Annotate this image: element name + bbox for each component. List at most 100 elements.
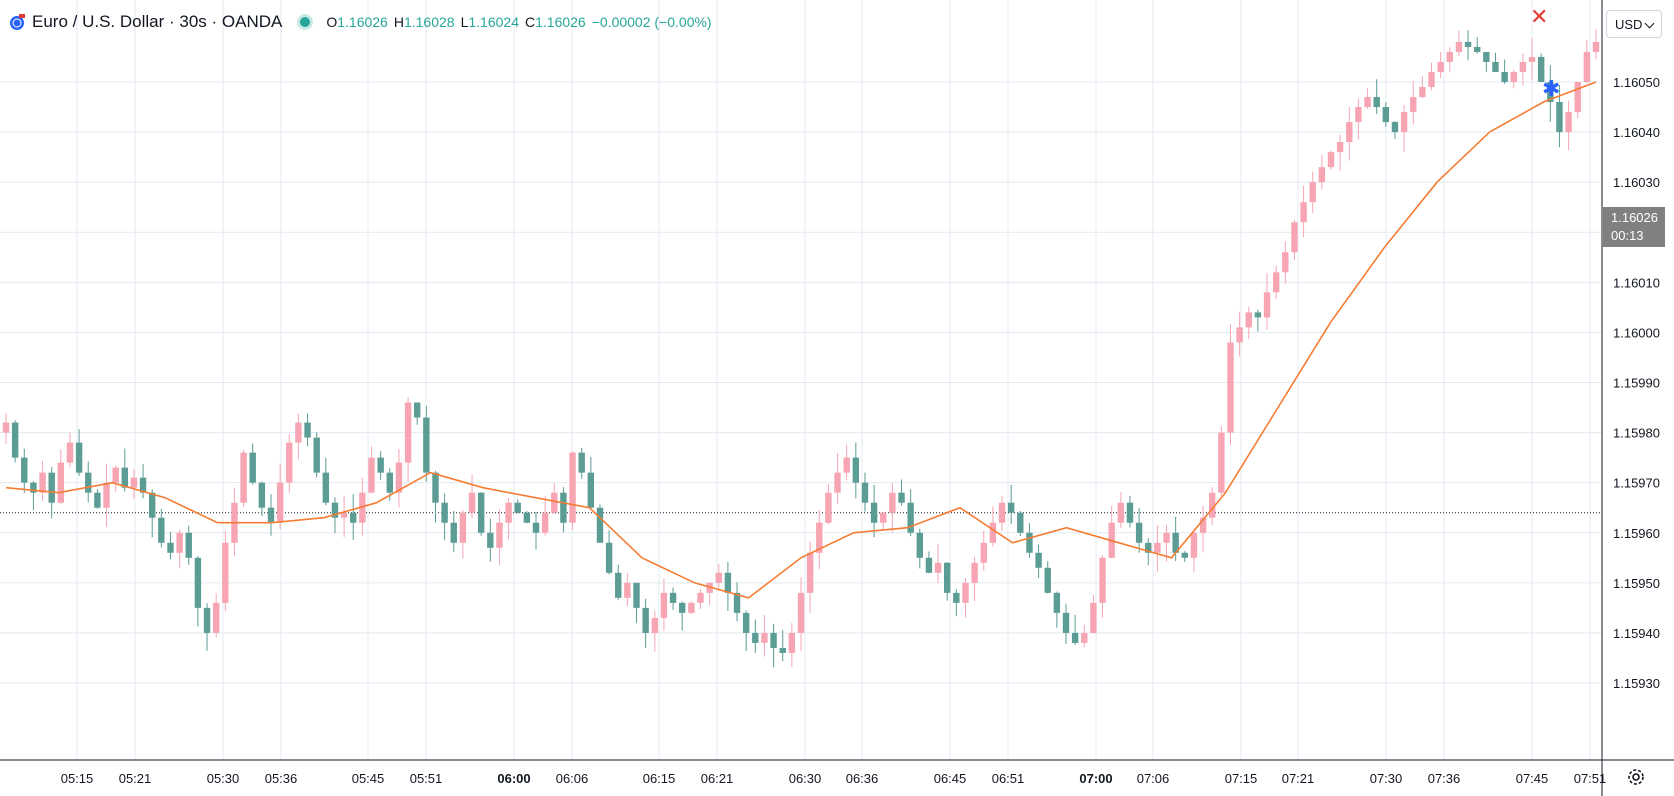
candle-body <box>240 452 247 503</box>
candle-body <box>523 512 531 523</box>
candle-body <box>578 452 585 473</box>
candle-body <box>1181 552 1188 558</box>
candle-body <box>724 572 732 593</box>
low-label: L <box>460 14 469 30</box>
candle-body <box>377 457 384 473</box>
candle-body <box>139 477 147 493</box>
y-tick-label: 1.16040 <box>1613 125 1660 140</box>
candle-body <box>752 632 759 643</box>
y-tick-label: 1.15980 <box>1613 426 1660 441</box>
candle-body <box>1428 71 1435 88</box>
candle-body <box>1446 51 1453 62</box>
x-tick-label: 07:15 <box>1225 771 1258 786</box>
candle-body <box>2 422 10 433</box>
y-tick-label: 1.15990 <box>1613 376 1660 391</box>
candle-body <box>359 492 366 523</box>
candle-body <box>916 532 923 558</box>
candle-body <box>880 512 887 523</box>
candle-body <box>423 417 430 473</box>
candle-body <box>806 552 814 593</box>
symbol-title[interactable]: Euro / U.S. Dollar · 30s · OANDA <box>32 12 283 31</box>
candle-body <box>1154 542 1161 553</box>
candle-body <box>66 442 74 463</box>
y-tick-label: 1.16050 <box>1613 75 1660 90</box>
candle-body <box>688 602 695 613</box>
y-tick-label: 1.16000 <box>1613 325 1660 340</box>
gear-icon[interactable] <box>1625 766 1647 788</box>
candle-body <box>75 442 83 473</box>
x-tick-label: 06:21 <box>701 771 734 786</box>
currency-label: USD <box>1615 16 1643 32</box>
candle-body <box>1272 272 1280 293</box>
candle-body <box>1355 107 1362 123</box>
symbol-header: Euro / U.S. Dollar · 30s · OANDA O 1.1602… <box>8 8 712 36</box>
candle-body <box>1464 41 1472 47</box>
candle-body <box>925 557 933 573</box>
candle-body <box>596 507 604 543</box>
candle-body <box>953 592 960 603</box>
candle-body <box>249 452 256 483</box>
candle-body <box>404 402 412 463</box>
candle-body <box>1528 56 1536 62</box>
candle-body <box>340 512 348 518</box>
candle-body <box>825 492 832 523</box>
candle-body <box>633 582 640 608</box>
candle-body <box>322 472 330 503</box>
candle-body <box>1537 56 1545 82</box>
candle-body <box>843 457 850 473</box>
candle-body <box>441 502 448 523</box>
candle-body <box>11 422 19 458</box>
candle-body <box>1017 512 1024 533</box>
currency-button[interactable]: USD <box>1606 10 1662 38</box>
chevron-down-icon <box>1644 18 1655 29</box>
candle-body <box>1583 51 1591 82</box>
open-value: 1.16026 <box>337 14 388 30</box>
candle-body <box>834 472 841 493</box>
candle-body <box>94 492 101 508</box>
candle-body <box>1556 102 1563 133</box>
candle-body <box>624 582 631 598</box>
candle-body <box>212 602 220 633</box>
candle-body <box>331 502 339 518</box>
candle-body <box>679 602 686 613</box>
candle-body <box>1437 61 1444 72</box>
candle-body <box>1400 112 1408 133</box>
candle-body <box>560 492 567 523</box>
candle-body <box>222 542 229 603</box>
candle-body <box>496 522 503 548</box>
candle-body <box>898 492 905 503</box>
candle-body <box>934 562 942 573</box>
candle-body <box>907 502 914 533</box>
candle-body <box>1172 532 1179 553</box>
candle-body <box>779 647 786 653</box>
candle-body <box>651 617 658 633</box>
x-tick-label: 05:30 <box>207 771 240 786</box>
candle-body <box>989 522 997 543</box>
candle-body <box>1346 122 1353 143</box>
candle-body <box>1236 327 1243 343</box>
close-value: 1.16026 <box>535 14 586 30</box>
y-tick-label: 1.15940 <box>1613 626 1660 641</box>
candle-body <box>295 422 302 443</box>
last-price-value: 1.16026 <box>1611 210 1658 225</box>
candle-body <box>669 592 677 603</box>
candle-body <box>505 502 512 523</box>
candle-body <box>761 632 768 643</box>
candle-body <box>459 512 467 543</box>
candle-body <box>532 522 540 533</box>
candle-body <box>1062 612 1070 633</box>
x-tick-label: 05:21 <box>119 771 152 786</box>
candle-body <box>1199 517 1207 533</box>
candle-body <box>1245 312 1252 328</box>
candle-body <box>267 507 275 523</box>
candle-body <box>870 502 878 523</box>
bar-countdown: 00:13 <box>1611 228 1644 243</box>
candle-body <box>1163 532 1170 543</box>
candle-body <box>1263 292 1271 318</box>
high-value: 1.16028 <box>403 14 455 30</box>
candle-body <box>386 472 393 493</box>
x-tick-label: 05:45 <box>352 771 385 786</box>
candle-body <box>30 482 37 493</box>
candle-body <box>1071 632 1079 643</box>
